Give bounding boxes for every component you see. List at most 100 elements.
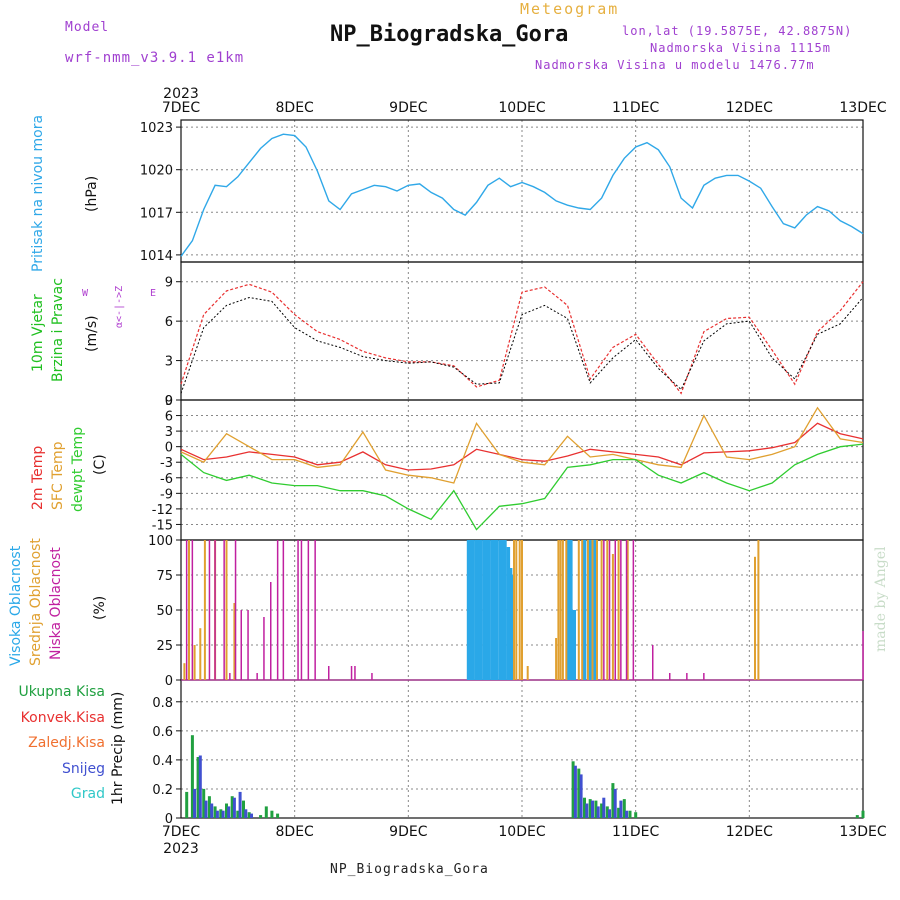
legend-graupel: Grad (70, 786, 105, 802)
high-cloud-bar (572, 610, 576, 680)
mid-cloud-bar (188, 540, 190, 680)
time-tick-bottom: 12DEC (726, 824, 773, 840)
mid-cloud-bar (591, 540, 594, 680)
time-tick-top: 9DEC (389, 100, 428, 116)
y-tick-label: 0 (165, 812, 173, 827)
total-rain-bar (225, 803, 228, 818)
time-tick-top: 7DEC (162, 100, 201, 116)
total-rain-bar (276, 813, 280, 818)
mid-cloud-bar (199, 628, 202, 680)
mid-cloud-bar (203, 540, 206, 680)
model-elevation-label: Nadmorska Visina u modelu 1476.77m (535, 58, 815, 72)
snow-bar (227, 806, 231, 818)
mid-cloud-bar (626, 540, 629, 680)
legend-snow: Snijeg (61, 761, 105, 777)
snow-bar (579, 774, 583, 818)
wind-dir-w: W (82, 288, 89, 299)
snow-bar (608, 809, 611, 818)
y-tick-label: 1014 (140, 249, 173, 264)
high-cloud-bar (498, 540, 503, 680)
low-cloud-bar (223, 540, 225, 680)
mid-cloud-bar (233, 603, 236, 680)
y-tick-label: 0.8 (152, 696, 173, 711)
high-cloud-bar (482, 540, 487, 680)
snow-bar (602, 797, 606, 818)
low-cloud-bar (350, 666, 353, 680)
snow-bar (250, 813, 253, 818)
legend-conv-rain: Konvek.Kisa (20, 710, 105, 726)
snow-bar (204, 800, 208, 818)
y-tick-label: 9 (165, 276, 173, 291)
mid-cloud-bar (600, 540, 603, 680)
low-cloud-bar (229, 673, 231, 680)
total-rain-bar (259, 815, 263, 818)
total-rain-bar (611, 783, 615, 818)
mid-cloud-bar (561, 540, 564, 680)
low-cloud-bar (652, 645, 654, 680)
high-cloud-bar (493, 540, 497, 680)
mid-cloud-bar (555, 638, 558, 680)
low-cloud-bar (669, 673, 671, 680)
low-cloud-bar (632, 540, 635, 680)
mid-cloud-bar (565, 540, 568, 680)
mid-cloud-bar (754, 556, 756, 680)
mid-cloud-bar (513, 540, 515, 680)
total-rain-bar (588, 799, 592, 818)
high-cloud-bar (511, 575, 515, 680)
low-cloud-bar (371, 673, 373, 680)
high-cloud-bar (569, 540, 573, 680)
high-cloud-bar (588, 540, 592, 680)
low-cloud-bar (234, 540, 237, 680)
mid-cloud-bar (515, 540, 518, 680)
wind-speed-line (180, 296, 864, 394)
snow-bar (596, 806, 600, 818)
low-cloud-bar (256, 673, 258, 680)
snow-bar (232, 797, 236, 818)
total-rain-bar (242, 800, 245, 818)
low-cloud-bar (263, 617, 265, 680)
y-tick-label: -6 (160, 472, 173, 487)
time-tick-top: 11DEC (612, 100, 659, 116)
total-rain-bar (634, 812, 638, 818)
year-label-bottom: 2023 (163, 841, 199, 857)
gust-line (180, 281, 864, 395)
low-cloud-bar (247, 610, 249, 680)
y-tick-label: 1023 (140, 121, 173, 136)
snow-bar (619, 800, 623, 818)
mid-cloud-bar (611, 554, 614, 680)
year-label-top: 2023 (163, 86, 199, 102)
high-cloud-bar (466, 540, 471, 680)
y-tick-label: 0.4 (152, 754, 173, 769)
total-rain-bar (628, 810, 632, 818)
pressure-line (180, 133, 864, 257)
total-rain-bar (196, 757, 200, 818)
lonlat-label: lon,lat (19.5875E, 42.8875N) (622, 24, 853, 38)
high-cloud-bar (490, 540, 495, 680)
time-tick-top: 13DEC (839, 100, 886, 116)
high-cloud-bar (500, 540, 505, 680)
low-cloud-bar (703, 673, 705, 680)
total-rain-bar (213, 806, 217, 818)
legend-total-rain: Ukupna Kisa (18, 684, 105, 700)
snow-bar (193, 788, 197, 818)
elevation-label: Nadmorska Visina 1115m (650, 41, 831, 55)
snow-bar (210, 803, 214, 818)
low-cloud-bar (603, 540, 605, 680)
mid-cloud-bar (606, 540, 609, 680)
total-rain-bar (861, 810, 865, 818)
mid-cloud-bar (581, 540, 584, 680)
total-rain-bar (190, 735, 194, 818)
y-tick-label: -15 (152, 518, 173, 533)
snow-bar (591, 800, 594, 818)
low-cloud-bar (625, 540, 628, 680)
total-rain-bar (855, 815, 859, 818)
total-rain-bar (230, 796, 234, 818)
y-tick-label: 25 (156, 639, 173, 654)
total-rain-bar (247, 812, 251, 818)
sfc-temp-line (180, 406, 864, 484)
high-cloud-bar (506, 547, 511, 680)
total-rain-bar (185, 791, 189, 818)
time-tick-bottom: 9DEC (389, 824, 428, 840)
footer-station: NP_Biogradska_Gora (330, 862, 489, 877)
low-cloud-bar (185, 540, 188, 680)
